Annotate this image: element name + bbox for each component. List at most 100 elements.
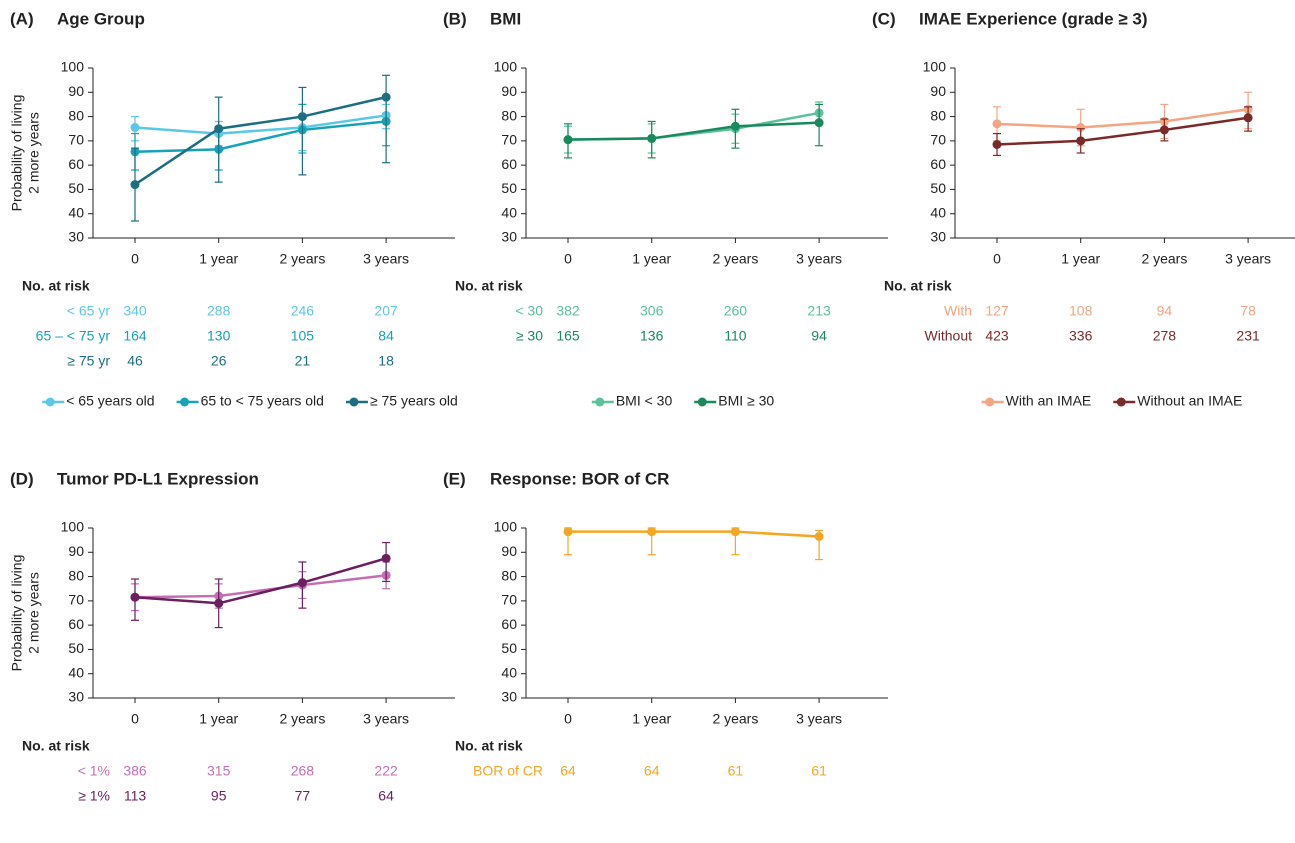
data-point [563,527,573,537]
risk-value: 231 [1236,328,1260,344]
risk-value: 18 [378,353,394,369]
risk-value: 77 [295,788,311,804]
y-tick-label: 70 [501,132,517,148]
data-point [130,592,140,602]
risk-value: 26 [211,353,227,369]
y-tick-label: 50 [68,640,84,656]
risk-value: 136 [640,328,664,344]
y-tick-label: 80 [68,567,84,583]
y-tick-label: 90 [501,543,517,559]
legend-item: 65 to < 75 years old [176,393,324,409]
x-tick-label: 1 year [1061,251,1100,267]
y-axis-label: 2 more years [26,572,42,654]
risk-title: No. at risk [455,278,523,294]
data-point [814,532,824,541]
y-tick-label: 40 [501,204,517,220]
x-tick-label: 0 [131,251,139,267]
x-tick-label: 0 [131,711,139,727]
panel: (B) BMI 30 40 50 60 70 80 90 100 0 1 year 2 years 3 y… [443,9,888,409]
y-tick-label: 90 [930,83,946,99]
y-tick-label: 100 [61,519,85,535]
risk-value: 165 [556,328,580,344]
y-tick-label: 70 [68,132,84,148]
legend-swatch-dot [985,397,995,407]
legend-item: BMI < 30 [591,393,672,409]
legend-swatch-dot [697,397,707,407]
risk-value: 64 [644,763,660,779]
panel-title: Tumor PD-L1 Expression [57,469,259,488]
legend-label: < 65 years old [66,393,154,409]
y-tick-label: 80 [501,107,517,123]
risk-title: No. at risk [884,278,952,294]
y-tick-label: 80 [930,107,946,123]
panel-title: Age Group [57,9,145,28]
y-tick-label: 60 [68,156,84,172]
risk-row-label: 65 – < 75 yr [36,328,111,344]
risk-value: 306 [640,303,664,319]
data-point [647,133,657,143]
y-tick-label: 50 [501,640,517,656]
x-tick-label: 0 [564,711,572,727]
risk-value: 110 [724,328,747,344]
y-tick-label: 100 [923,59,947,75]
risk-value: 94 [811,328,827,344]
risk-value: 423 [985,328,1009,344]
legend-item: Without an IMAE [1113,393,1242,409]
data-point [814,118,824,128]
risk-value: 386 [123,763,147,779]
risk-value: 288 [207,303,231,319]
y-tick-label: 70 [930,132,946,148]
series-line [567,111,820,141]
legend-swatch-dot [349,397,359,407]
x-tick-label: 3 years [363,711,409,727]
x-tick-label: 1 year [632,711,671,727]
y-tick-label: 30 [501,229,517,245]
risk-value: 336 [1069,328,1093,344]
risk-row-label: ≥ 75 yr [67,353,110,369]
y-tick-label: 60 [501,156,517,172]
error-bar [382,74,391,164]
data-point [992,119,1002,129]
y-tick-label: 100 [494,59,518,75]
risk-value: 382 [556,303,580,319]
legend-item: < 65 years old [42,393,155,409]
risk-value: 278 [1153,328,1177,344]
y-axis-label: Probability of living [9,95,25,212]
y-tick-label: 30 [501,689,517,705]
risk-value: 260 [724,303,748,319]
risk-title: No. at risk [22,738,90,754]
y-tick-label: 30 [930,229,946,245]
risk-value: 108 [1069,303,1093,319]
series-line [134,574,387,599]
legend-label: 65 to < 75 years old [201,393,324,409]
x-tick-label: 1 year [632,251,671,267]
legend-label: BMI ≥ 30 [718,393,774,409]
risk-row-label: < 65 yr [67,303,111,319]
legend-swatch-dot [180,397,190,407]
panel-title: BMI [490,9,521,28]
panel: (E) Response: BOR of CR 30 40 50 60 70 80 90 100 0… [443,469,888,779]
panel-label: (B) [443,9,467,28]
series-line [996,108,1249,129]
data-point [381,92,391,102]
risk-value: 21 [295,353,311,369]
x-tick-label: 2 years [712,711,758,727]
risk-value: 164 [123,328,147,344]
data-point [130,123,140,132]
y-tick-label: 60 [501,616,517,632]
data-point [214,598,224,608]
y-tick-label: 30 [68,229,84,245]
y-tick-label: 70 [68,592,84,608]
panel: (A) Age Group Probability of living 2 more … [9,9,458,408]
panel: (D) Tumor PD-L1 Expression Probability of … [9,469,455,804]
x-tick-label: 0 [993,251,1001,267]
panel-label: (A) [10,9,34,28]
x-tick-label: 3 years [796,711,842,727]
risk-row-label: Without [925,328,973,344]
risk-value: 130 [207,328,231,344]
legend-swatch-dot [595,397,605,407]
risk-row-label: < 1% [78,763,110,779]
y-tick-label: 100 [494,519,518,535]
data-point [1159,125,1169,135]
risk-value: 105 [291,328,315,344]
